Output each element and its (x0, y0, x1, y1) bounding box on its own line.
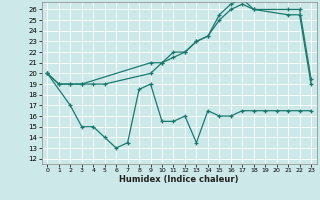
X-axis label: Humidex (Indice chaleur): Humidex (Indice chaleur) (119, 175, 239, 184)
